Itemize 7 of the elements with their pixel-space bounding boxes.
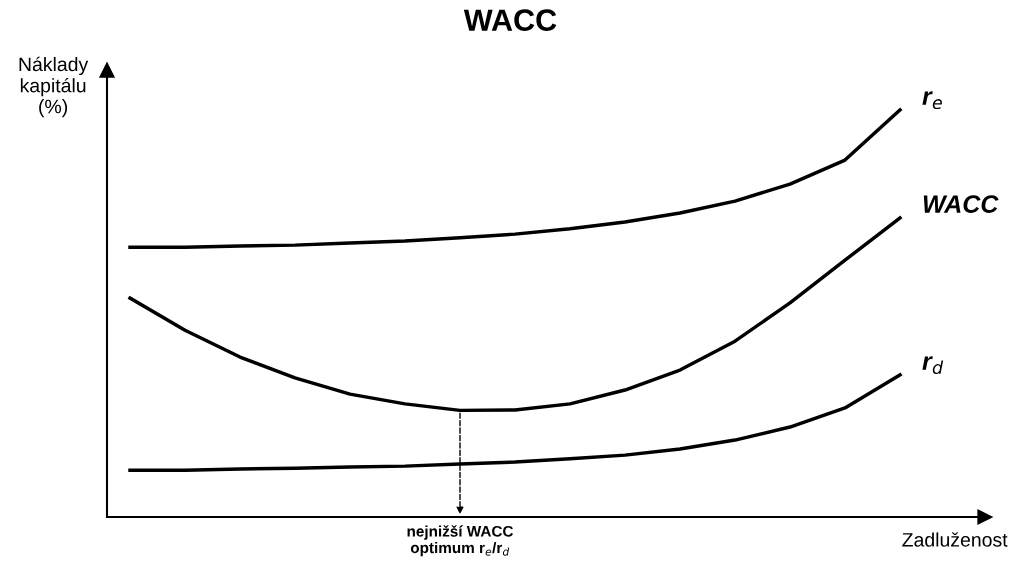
series-label: r$_{e}$	[922, 91, 942, 110]
chart-title: WACC	[463, 9, 557, 31]
text: nejnižší WACC optimum r$_{e}$/r$_{d}$	[407, 525, 514, 557]
x-axis-title: Zadluženost	[902, 532, 1008, 547]
series-label: WACC	[923, 195, 999, 213]
y-axis-title: Náklady kapitálu (%)	[19, 56, 89, 118]
series-label: r$_{d}$	[922, 356, 944, 375]
